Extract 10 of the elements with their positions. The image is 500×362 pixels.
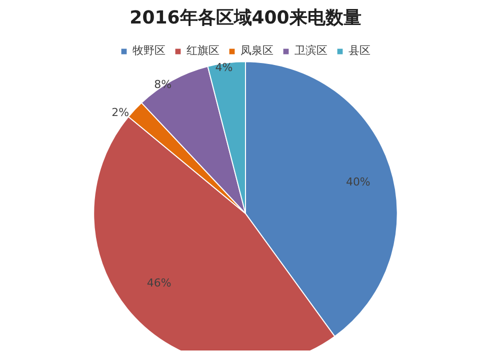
data-label: 2% (112, 106, 130, 120)
legend-label: 红旗区 (186, 43, 220, 58)
data-label: 4% (215, 60, 233, 74)
data-label: 40% (346, 176, 370, 189)
legend-label: 凤泉区 (240, 43, 274, 58)
data-label: 46% (146, 276, 172, 290)
legend-label: 卫滨区 (294, 43, 328, 58)
legend-label: 牧野区 (132, 43, 166, 58)
chart-title: 2016年各区域400来电数量 (130, 8, 362, 28)
legend-label: 县区 (348, 43, 370, 58)
